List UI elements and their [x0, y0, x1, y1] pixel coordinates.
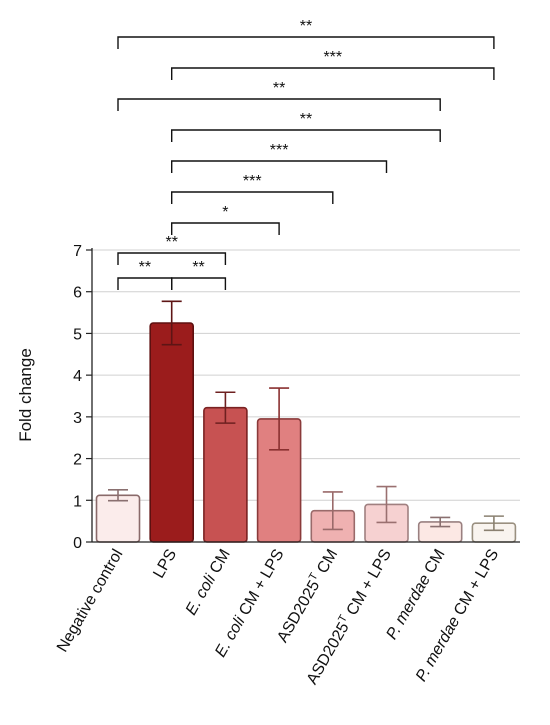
significance-bracket	[117, 252, 227, 265]
significance-label: ***	[270, 142, 289, 159]
significance-bracket	[117, 277, 173, 290]
y-tick-label: 3	[73, 410, 82, 427]
bar	[95, 494, 141, 543]
significance-label: **	[139, 259, 151, 276]
significance-label: ***	[243, 173, 262, 190]
y-tick-label: 1	[73, 493, 82, 510]
significance-bracket	[117, 36, 495, 49]
y-tick-label: 7	[73, 243, 82, 260]
significance-bracket	[171, 129, 441, 142]
y-tick-label: 4	[73, 368, 82, 385]
category-label: LPS	[150, 547, 180, 582]
y-tick-label: 6	[73, 285, 82, 302]
y-tick-label: 0	[73, 535, 82, 552]
significance-bracket	[171, 222, 280, 235]
significance-label: **	[300, 18, 312, 35]
significance-label: **	[165, 234, 177, 251]
significance-brackets: ******************** **	[117, 18, 495, 290]
significance-label: **	[192, 259, 204, 276]
category-label: P. merdae CM	[383, 547, 448, 643]
bar	[149, 322, 194, 543]
significance-bracket	[171, 277, 227, 290]
significance-label: ***	[323, 49, 342, 66]
significance-label: **	[273, 80, 285, 97]
category-label: Negative control	[54, 547, 127, 656]
significance-label: **	[300, 111, 312, 128]
y-axis-title: Fold change	[16, 348, 35, 442]
significance-bracket	[171, 67, 495, 80]
significance-bracket	[171, 191, 334, 204]
significance-bracket	[171, 160, 388, 173]
y-tick-label: 5	[73, 326, 82, 343]
bar	[203, 406, 248, 543]
significance-bracket	[117, 98, 441, 111]
significance-label: *	[222, 204, 228, 221]
bars	[95, 300, 517, 543]
y-tick-label: 2	[73, 452, 82, 469]
axes: 0 1 2 3 4 5 6 7	[73, 243, 520, 552]
category-label: E. coli CM	[183, 547, 234, 619]
